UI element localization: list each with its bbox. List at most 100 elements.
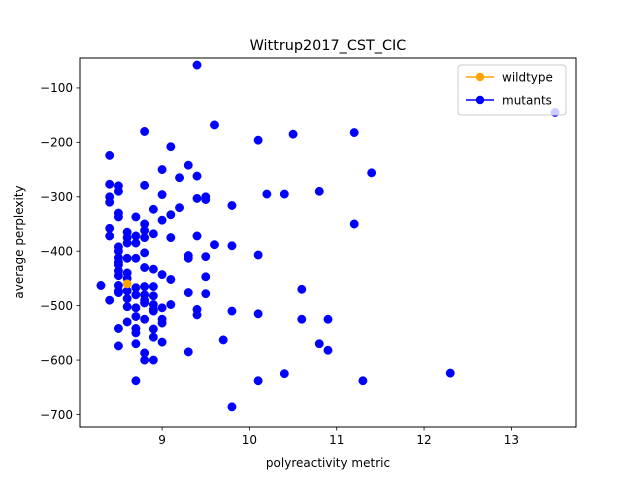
mutants-point bbox=[201, 195, 211, 204]
y-tick-label: −200 bbox=[40, 136, 73, 150]
mutants-point bbox=[148, 229, 158, 239]
y-tick-label: −700 bbox=[40, 408, 73, 422]
mutants-point bbox=[183, 288, 193, 298]
y-tick-label: −600 bbox=[40, 353, 73, 367]
mutants-point bbox=[279, 189, 289, 199]
legend-marker-mutants bbox=[475, 95, 485, 105]
mutants-point bbox=[253, 376, 263, 386]
mutants-point bbox=[157, 215, 167, 225]
mutants-point bbox=[122, 294, 132, 304]
mutants-point bbox=[297, 284, 307, 294]
mutants-point bbox=[227, 306, 237, 316]
mutants-point bbox=[445, 368, 455, 378]
plot-frame bbox=[79, 57, 577, 428]
mutants-point bbox=[166, 142, 176, 152]
mutants-point bbox=[210, 240, 219, 250]
mutants-point bbox=[148, 332, 158, 342]
x-tick-label: 9 bbox=[158, 433, 166, 447]
mutants-point bbox=[105, 197, 115, 207]
mutants-point bbox=[175, 173, 185, 183]
mutants-point bbox=[113, 288, 123, 298]
mutants-point bbox=[314, 339, 324, 349]
mutants-point bbox=[157, 303, 167, 313]
mutants-point bbox=[131, 303, 141, 313]
mutants-point bbox=[227, 241, 237, 251]
y-axis-label: average perplexity bbox=[12, 185, 26, 298]
y-tick-label: −400 bbox=[40, 245, 73, 259]
mutants-point bbox=[148, 264, 158, 274]
mutants-point bbox=[279, 369, 289, 379]
mutants-point bbox=[201, 252, 211, 262]
y-tick-label: −100 bbox=[40, 81, 73, 95]
mutants-point bbox=[140, 263, 150, 272]
mutants-point bbox=[148, 282, 158, 292]
mutants-point bbox=[140, 298, 150, 308]
y-axis: −700 −600 −500 −400 −300 −200 −100 bbox=[40, 81, 80, 422]
mutants-point bbox=[105, 223, 115, 233]
mutants-point bbox=[122, 317, 132, 327]
mutants-point bbox=[113, 212, 123, 222]
mutants-point bbox=[192, 193, 202, 203]
mutants-point bbox=[166, 233, 176, 243]
x-tick-label: 12 bbox=[416, 433, 431, 447]
x-tick-label: 10 bbox=[242, 433, 257, 447]
mutants-point bbox=[148, 324, 158, 334]
y-tick-label: −500 bbox=[40, 299, 73, 313]
wildtype-point bbox=[122, 279, 132, 289]
mutants-point bbox=[253, 309, 263, 319]
mutants-point bbox=[113, 271, 123, 281]
mutants-point bbox=[131, 212, 141, 222]
mutants-point bbox=[166, 210, 176, 220]
mutants-point bbox=[105, 295, 115, 305]
mutants-point bbox=[131, 238, 141, 248]
mutants-point bbox=[140, 127, 150, 136]
mutants-point bbox=[314, 186, 324, 196]
mutants-point bbox=[323, 314, 333, 324]
mutants-point bbox=[367, 168, 377, 178]
mutants-point bbox=[192, 231, 202, 241]
mutants-point bbox=[105, 150, 115, 160]
points-layer bbox=[96, 60, 560, 412]
mutants-point bbox=[157, 270, 167, 280]
mutants-point bbox=[105, 231, 115, 241]
mutants-point bbox=[227, 402, 237, 412]
mutants-point bbox=[131, 328, 141, 338]
mutants-point bbox=[131, 376, 141, 386]
mutants-point bbox=[131, 290, 141, 300]
x-tick-label: 11 bbox=[329, 433, 344, 447]
mutants-point bbox=[122, 302, 132, 312]
mutants-point bbox=[166, 300, 176, 309]
mutants-point bbox=[210, 120, 219, 130]
mutants-point bbox=[131, 312, 141, 321]
legend-marker-wildtype bbox=[475, 72, 485, 82]
mutants-point bbox=[349, 128, 359, 138]
chart-title: Wittrup2017_CST_CIC bbox=[250, 38, 407, 54]
mutants-point bbox=[192, 60, 202, 70]
legend: wildtype mutants bbox=[457, 64, 567, 116]
mutants-point bbox=[140, 282, 150, 292]
x-tick-label: 13 bbox=[504, 433, 519, 447]
mutants-point bbox=[157, 318, 167, 328]
mutants-point bbox=[183, 253, 193, 263]
mutants-point bbox=[140, 180, 150, 190]
mutants-point bbox=[201, 272, 211, 282]
mutants-point bbox=[122, 253, 132, 263]
x-axis-label: polyreactivity metric bbox=[266, 456, 390, 470]
mutants-point bbox=[323, 345, 333, 355]
mutants-point bbox=[262, 189, 272, 199]
mutants-point bbox=[288, 129, 298, 139]
mutants-point bbox=[140, 248, 150, 258]
mutants-point bbox=[148, 204, 158, 214]
mutants-point bbox=[253, 135, 263, 145]
mutants-point bbox=[140, 314, 150, 324]
mutants-point bbox=[201, 289, 211, 299]
mutants-point bbox=[113, 324, 123, 333]
mutants-point bbox=[122, 238, 132, 248]
mutants-point bbox=[227, 201, 237, 210]
mutants-point bbox=[297, 314, 307, 324]
mutants-point bbox=[358, 376, 368, 386]
x-axis: 9 10 11 12 13 bbox=[158, 427, 519, 447]
mutants-point bbox=[253, 250, 263, 260]
